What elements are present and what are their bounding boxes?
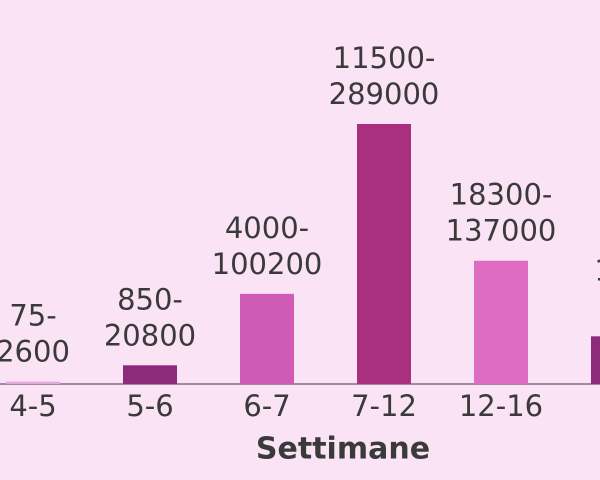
bar — [123, 365, 177, 384]
value-label: 75-2600 — [0, 299, 70, 369]
value-label-line: 2600 — [0, 335, 70, 369]
bar — [6, 381, 60, 384]
value-label: 18300-137000 — [446, 178, 557, 248]
value-label: 11500-289000 — [329, 41, 440, 111]
bar — [240, 293, 294, 384]
value-label-line: 137000 — [446, 214, 557, 248]
value-label-line: 18300- — [450, 178, 553, 212]
value-label-line: 100200 — [212, 247, 323, 281]
x-tick-label: 7-12 — [351, 389, 417, 423]
value-label: 850-20800 — [104, 282, 196, 352]
x-tick-label: 12-16 — [459, 389, 543, 423]
x-tick-label: 5-6 — [126, 389, 173, 423]
value-label: 4000-100200 — [212, 211, 323, 281]
value-label-line: 11500- — [333, 41, 436, 75]
value-label-line: 75- — [9, 299, 56, 333]
bar — [474, 260, 528, 384]
value-label-line: 850- — [117, 282, 183, 316]
value-label-line: 4000- — [225, 211, 309, 245]
x-tick-label: 6-7 — [243, 389, 290, 423]
value-label-line: 20800 — [104, 318, 196, 352]
value-label-line: 289000 — [329, 77, 440, 111]
x-tick-label: 4-5 — [9, 389, 56, 423]
bar — [591, 336, 600, 384]
bar — [357, 124, 411, 384]
value-label-line: 14- — [594, 253, 600, 287]
x-axis-label: Settimane — [256, 432, 430, 467]
